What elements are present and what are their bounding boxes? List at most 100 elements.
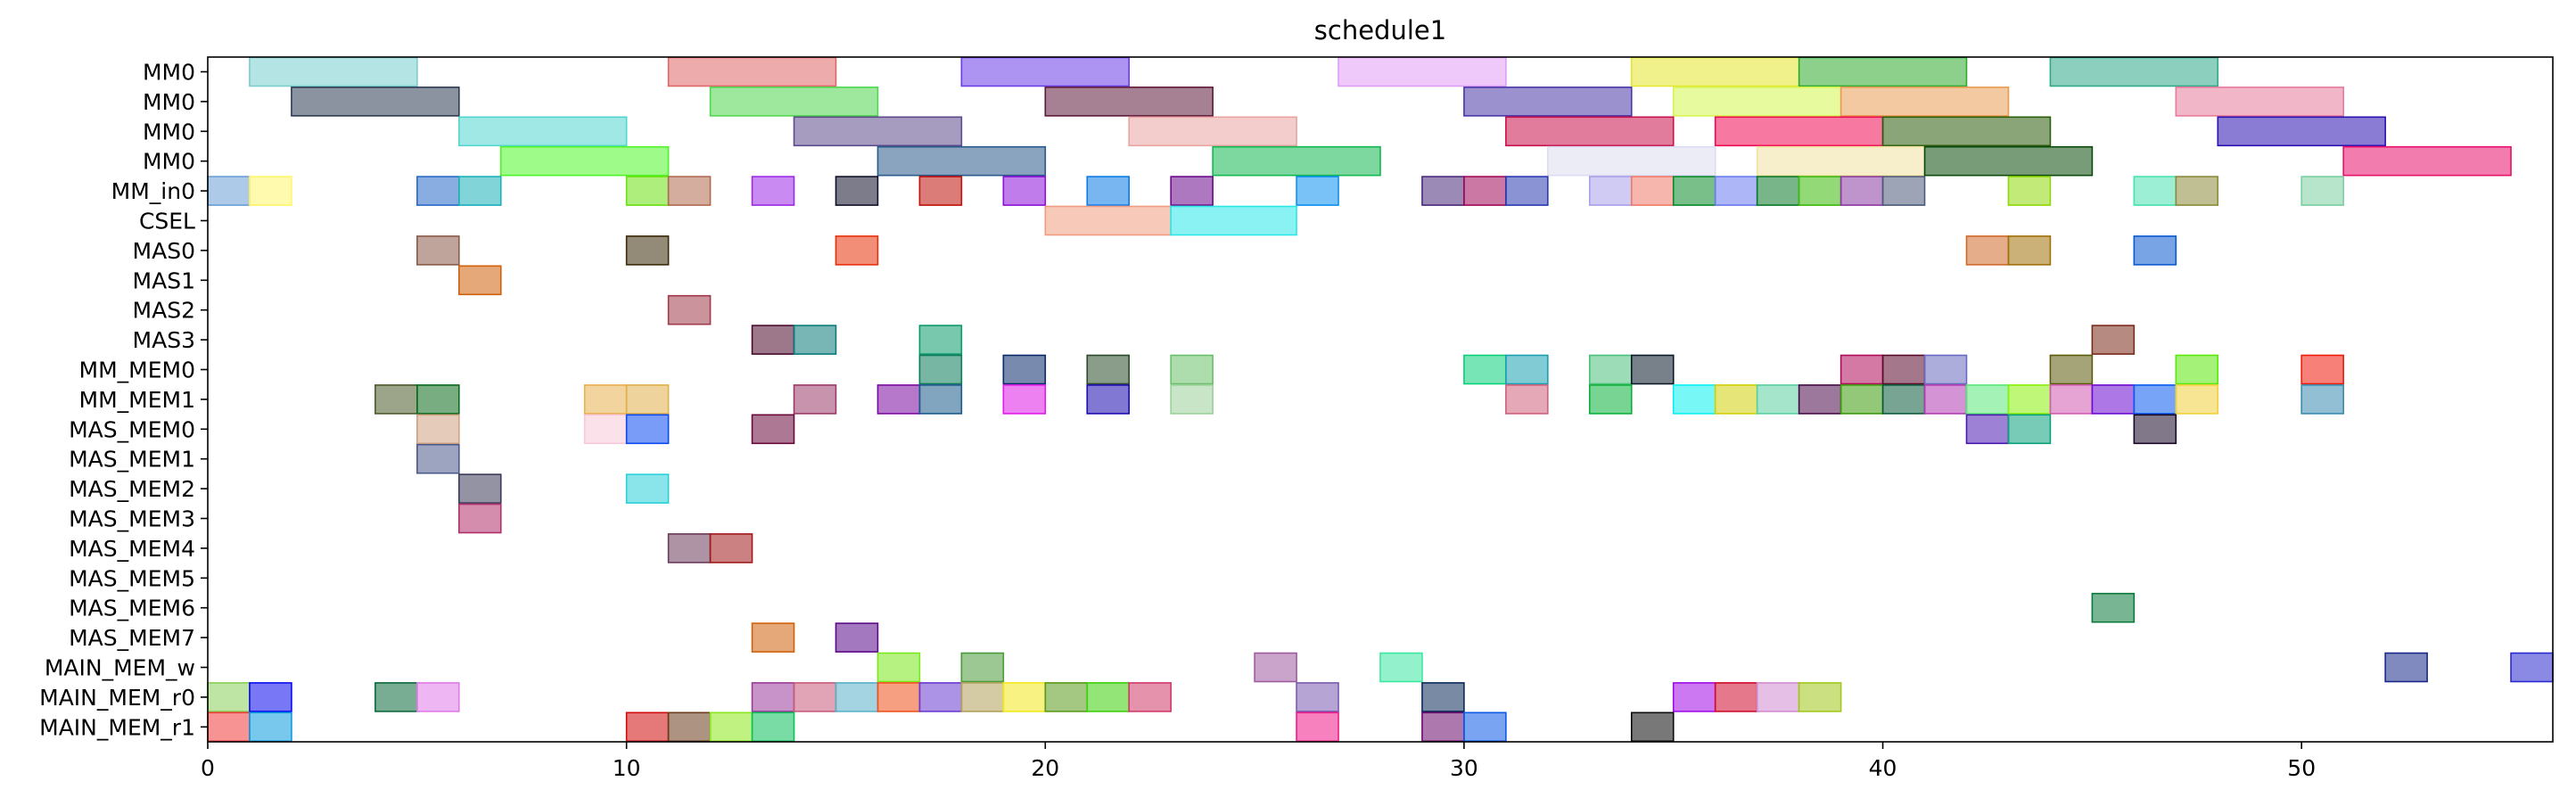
task-bar-153: [249, 711, 292, 743]
task-bar-113: [751, 414, 795, 445]
task-bar-76: [1589, 354, 1633, 385]
task-bar-82: [2175, 354, 2219, 385]
task-bar-84: [374, 384, 418, 415]
task-bar-81: [2049, 354, 2094, 385]
task-bar-54: [2175, 176, 2219, 206]
y-tick-label-11: MM_MEM1: [79, 387, 195, 413]
task-bar-111: [583, 414, 628, 445]
y-tick-label-17: MAS_MEM5: [69, 565, 195, 591]
task-bar-130: [2384, 652, 2428, 683]
task-bar-147: [1421, 682, 1465, 712]
task-bar-19: [1881, 116, 2052, 147]
task-bar-75: [1505, 354, 1549, 385]
task-bar-146: [1296, 682, 1339, 712]
task-bar-157: [751, 711, 795, 743]
task-bar-45: [1630, 176, 1675, 206]
task-bar-152: [207, 711, 251, 743]
task-bar-62: [2007, 235, 2052, 266]
task-bar-131: [2510, 652, 2554, 683]
task-bar-20: [2217, 116, 2386, 147]
task-bar-9: [1044, 86, 1214, 117]
y-tick-label-6: MAS0: [133, 238, 195, 264]
task-bar-100: [1839, 384, 1884, 415]
task-bar-88: [793, 384, 837, 415]
y-tick-label-16: MAS_MEM4: [69, 536, 195, 562]
task-bar-41: [1421, 176, 1465, 206]
y-tick-label-21: MAIN_MEM_r0: [39, 685, 195, 711]
task-bar-49: [1798, 176, 1842, 206]
task-bar-132: [207, 682, 251, 712]
task-bar-104: [2007, 384, 2052, 415]
task-bar-73: [1170, 354, 1214, 385]
y-tick-label-22: MAIN_MEM_r1: [39, 714, 195, 740]
task-bar-124: [751, 622, 795, 653]
task-bar-70: [918, 354, 963, 385]
task-bar-114: [1965, 414, 2010, 445]
task-bar-58: [416, 235, 460, 266]
task-bar-43: [1505, 176, 1549, 206]
task-bar-50: [1839, 176, 1884, 206]
task-bar-56: [1044, 205, 1172, 236]
task-bar-112: [625, 414, 670, 445]
task-bar-158: [1296, 711, 1339, 743]
task-bar-74: [1463, 354, 1507, 385]
y-tick-label-5: CSEL: [139, 209, 195, 234]
task-bar-144: [1086, 682, 1131, 712]
task-bar-33: [667, 176, 712, 206]
task-bar-31: [457, 176, 502, 206]
task-bar-69: [2091, 325, 2136, 355]
task-bar-140: [918, 682, 963, 712]
y-tick-label-14: MAS_MEM2: [69, 476, 195, 502]
y-tick-label-13: MAS_MEM1: [69, 447, 195, 473]
task-bar-34: [751, 176, 795, 206]
task-bar-107: [2133, 384, 2177, 415]
x-tick-label-3: 30: [1450, 755, 1478, 781]
task-bar-86: [583, 384, 628, 415]
task-bar-138: [835, 682, 879, 712]
y-tick-label-4: MM_in0: [111, 178, 195, 204]
task-bar-123: [2091, 592, 2136, 623]
task-bar-125: [835, 622, 879, 653]
task-bar-40: [1296, 176, 1339, 206]
task-bar-126: [876, 652, 921, 683]
task-bar-4: [1630, 56, 1800, 87]
y-tick-label-1: MM0: [143, 89, 195, 115]
task-bar-51: [1881, 176, 1926, 206]
task-bar-149: [1714, 682, 1758, 712]
task-bar-106: [2091, 384, 2136, 415]
task-bar-46: [1672, 176, 1716, 206]
task-bar-142: [1002, 682, 1047, 712]
task-bar-133: [249, 682, 292, 712]
y-tick-label-15: MAS_MEM3: [69, 506, 195, 532]
task-bar-145: [1128, 682, 1172, 712]
task-bar-63: [2133, 235, 2177, 266]
x-tick-label-2: 20: [1031, 755, 1059, 781]
task-bar-14: [457, 116, 628, 147]
task-bar-11: [1672, 86, 1842, 117]
task-bar-28: [207, 176, 251, 206]
task-bar-129: [1379, 652, 1423, 683]
task-bar-1: [667, 56, 837, 87]
task-bar-23: [1212, 145, 1381, 177]
task-bar-38: [1086, 176, 1131, 206]
task-bar-36: [918, 176, 963, 206]
task-bar-155: [667, 711, 712, 743]
task-bar-30: [416, 176, 460, 206]
task-bar-78: [1839, 354, 1884, 385]
task-bar-97: [1714, 384, 1758, 415]
task-bar-119: [625, 473, 670, 504]
task-bar-59: [625, 235, 670, 266]
task-bar-90: [918, 384, 963, 415]
x-tick-label-5: 50: [2287, 755, 2316, 781]
task-bar-161: [1630, 711, 1675, 743]
task-bar-127: [960, 652, 1005, 683]
task-bar-83: [2300, 354, 2344, 385]
task-bar-37: [1002, 176, 1047, 206]
task-bar-60: [835, 235, 879, 266]
task-bar-93: [1170, 384, 1214, 415]
task-bar-135: [416, 682, 460, 712]
task-bar-66: [751, 325, 795, 355]
task-bar-29: [249, 176, 292, 206]
y-tick-label-19: MAS_MEM7: [69, 625, 195, 651]
